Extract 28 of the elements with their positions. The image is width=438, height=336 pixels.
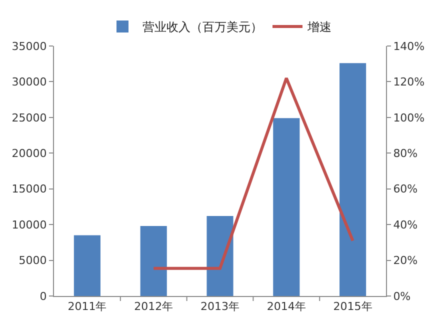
y-tick-label: 20000	[12, 146, 47, 160]
y-tick-label: 0	[40, 290, 47, 303]
y-tick-label: 15000	[12, 182, 47, 196]
x-tick-label: 2011年	[68, 300, 107, 314]
legend-label: 营业收入（百万美元）	[142, 20, 262, 34]
y-tick-label: 35000	[12, 40, 47, 53]
y-tick-label: 10000	[12, 218, 47, 232]
bar	[340, 63, 366, 296]
y2-tick-label: 140%	[393, 40, 425, 53]
y-tick-label: 30000	[12, 76, 47, 89]
bar	[140, 226, 167, 296]
y2-tick-label: 20%	[393, 254, 418, 268]
x-tick-label: 2013年	[200, 300, 240, 314]
y2-tick-label: 60%	[393, 182, 418, 196]
y-tick-label: 5000	[18, 254, 47, 268]
bar	[74, 235, 100, 296]
y2-tick-label: 40%	[393, 218, 418, 232]
bar	[206, 216, 234, 296]
x-tick-label: 2014年	[266, 300, 306, 314]
y2-tick-label: 120%	[393, 76, 425, 89]
y2-tick-label: 0%	[393, 290, 411, 303]
y2-tick-label: 80%	[393, 146, 418, 160]
bar	[273, 118, 300, 296]
legend-label: 增速	[306, 20, 332, 34]
y2-tick-label: 100%	[393, 111, 425, 124]
x-tick-label: 2012年	[134, 300, 174, 314]
y-tick-label: 25000	[12, 111, 47, 124]
x-tick-label: 2015年	[333, 300, 372, 314]
